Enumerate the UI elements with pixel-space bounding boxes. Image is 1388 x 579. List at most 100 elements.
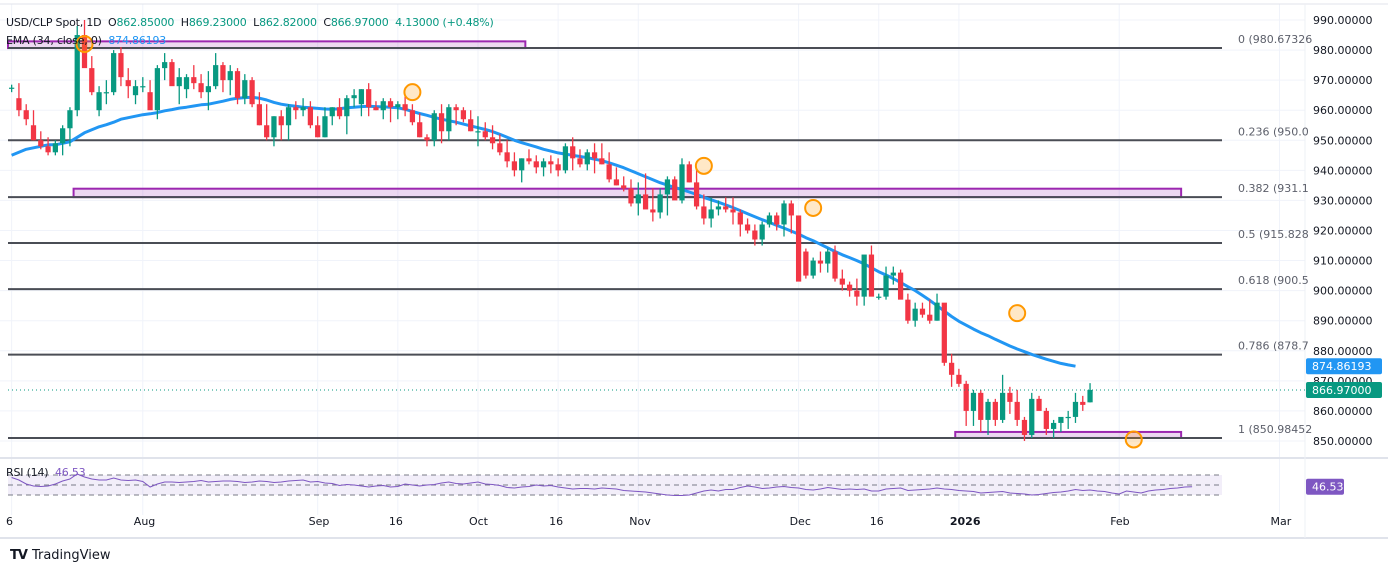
candle-body [453, 107, 459, 111]
candle-down [941, 302, 947, 366]
ema-legend[interactable]: EMA (34, close, 0) 874.86193 [6, 34, 166, 47]
candle-up [52, 140, 58, 156]
candle-body [708, 209, 714, 219]
candle-down [927, 299, 933, 324]
symbol-title[interactable]: USD/CLP Spot, 1D [6, 16, 102, 29]
rsi-pane: 46.53 [8, 473, 1344, 496]
candle-body [985, 401, 991, 420]
candle-up [380, 98, 386, 120]
candle-body [839, 278, 845, 285]
candle-body [497, 143, 503, 153]
candle-down [366, 83, 372, 117]
candle-up [111, 50, 117, 96]
swing-marker [1124, 430, 1143, 449]
rsi-legend[interactable]: RSI (14) 46.53 [6, 466, 86, 479]
candle-body [868, 254, 875, 297]
candle-down [868, 245, 875, 297]
candle-down [526, 149, 532, 165]
candle-body [366, 89, 372, 108]
candle-up [781, 200, 787, 237]
candle-down [621, 176, 627, 192]
candle-body [927, 314, 933, 321]
candle-body [978, 392, 984, 420]
candle-body [591, 152, 598, 159]
price-tick-label: 900.00000 [1313, 285, 1373, 298]
candle-down [293, 101, 299, 120]
candle-body [825, 251, 831, 264]
candle-down [315, 116, 321, 138]
price-tick-label: 990.00000 [1313, 14, 1373, 27]
candle-down [511, 152, 518, 177]
rsi-legend-value: 46.53 [54, 466, 86, 479]
candle-body [96, 92, 102, 111]
price-tick-label: 970.00000 [1313, 74, 1373, 87]
swing-marker [804, 198, 823, 217]
candle-body [1007, 392, 1013, 402]
candle-down [905, 293, 911, 324]
fib-label-0: 0 (980.67326 [1238, 33, 1312, 46]
candle-down [402, 95, 408, 117]
candle-body [897, 272, 904, 300]
candle-body [154, 68, 160, 111]
candle-body [730, 209, 736, 213]
candle-body [140, 86, 146, 88]
candle-body [642, 194, 649, 210]
tradingview-branding[interactable]: TV TradingView [10, 548, 110, 563]
candle-body [162, 62, 168, 69]
candle-up [985, 398, 991, 435]
price-tick-label: 940.00000 [1313, 164, 1373, 177]
candle-up [329, 107, 335, 126]
candle-body [205, 86, 212, 93]
time-tick-label: 6 [6, 515, 13, 528]
candle-down [570, 137, 576, 171]
candle-up [176, 68, 182, 105]
close-label: C [323, 16, 331, 29]
candle-body [883, 275, 889, 297]
candle-down [548, 155, 554, 174]
price-tick-label: 880.00000 [1313, 345, 1373, 358]
candle-body [919, 308, 926, 315]
candle-up [825, 248, 831, 273]
candle-down [897, 269, 904, 300]
candle-up [213, 53, 219, 90]
candle-body [657, 194, 663, 213]
candle-down [23, 104, 29, 126]
candle-up [708, 197, 714, 228]
candle-body [234, 71, 241, 99]
candle-down [723, 197, 729, 213]
candle-body [402, 104, 408, 111]
candle-down [737, 209, 743, 237]
candle-body [577, 158, 583, 165]
candle-down [1021, 416, 1028, 441]
candle-down [774, 212, 780, 231]
candle-down [672, 176, 678, 201]
swing-marker [403, 83, 422, 102]
ohlc-legend: USD/CLP Spot, 1D O862.85000 H869.23000 L… [6, 16, 494, 29]
candle-body [147, 92, 153, 111]
candle-up [883, 266, 889, 300]
ema-badge-bg [1306, 358, 1382, 375]
candle-down [147, 80, 153, 111]
candle-down [387, 98, 394, 123]
candle-body [293, 107, 299, 111]
price-tick-label: 960.00000 [1313, 104, 1373, 117]
rsi-badge: 46.53 [1306, 478, 1344, 495]
fib-label-1: 1 (850.98452 [1238, 423, 1312, 436]
candle-body [584, 152, 590, 165]
candle-down [373, 101, 379, 111]
candle-body [74, 35, 80, 111]
candle-body [723, 206, 729, 210]
tradingview-name: TradingView [31, 548, 111, 563]
candle-body [795, 215, 802, 282]
candle-body [111, 53, 117, 93]
candle-down [744, 218, 751, 234]
candle-up [358, 89, 365, 117]
candle-body [489, 137, 496, 144]
candle-body [1087, 389, 1093, 403]
fibonacci-retracement: 0 (980.67326 0.236 (950.0 0.382 (931.1 0.5 … [8, 33, 1312, 440]
candle-down [169, 59, 175, 87]
candle-down [948, 353, 955, 387]
close-value: 866.97000 [330, 16, 389, 29]
candle-up [60, 125, 66, 156]
